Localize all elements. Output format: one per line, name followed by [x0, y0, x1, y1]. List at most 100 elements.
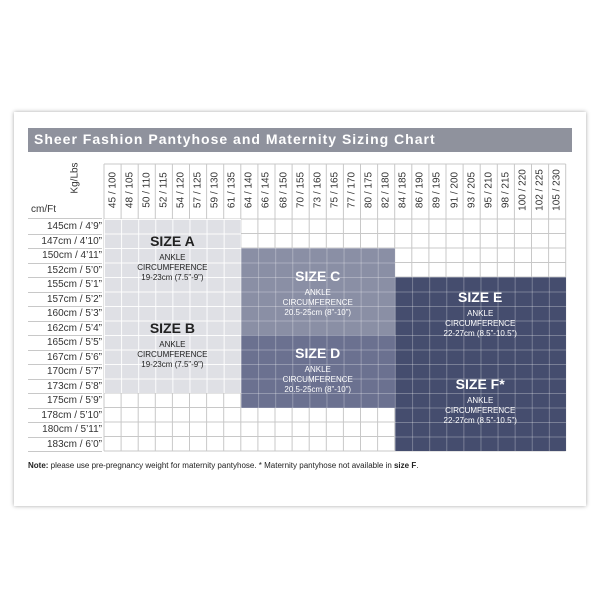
weight-column-header: 91 / 200 — [446, 164, 463, 216]
circumference-label: CIRCUMFERENCE — [282, 375, 353, 384]
weight-column-header: 52 / 115 — [155, 164, 172, 216]
weight-column-label: 48 / 105 — [124, 171, 136, 209]
weight-column-label: 61 / 135 — [226, 171, 238, 209]
row-divider — [28, 248, 102, 249]
circumference-range: 22-27cm (8.5”-10.5”) — [443, 329, 517, 338]
size-title: SIZE D — [295, 345, 341, 361]
ankle-label: ANKLE — [467, 309, 494, 318]
size-a-zone — [104, 219, 241, 306]
height-row-header: 170cm / 5’7” — [46, 366, 102, 377]
footnote-text: please use pre-pregnancy weight for mate… — [48, 461, 394, 470]
footnote-emphasis: size F — [393, 461, 417, 470]
height-row-header: 152cm / 5’0” — [46, 264, 102, 276]
size-f-zone — [394, 364, 566, 451]
size-title: SIZE E — [458, 289, 503, 305]
ankle-label: ANKLE — [304, 365, 331, 374]
height-row-header: 175cm / 5’9” — [46, 395, 102, 406]
weight-column-label: 52 / 115 — [158, 172, 170, 208]
circumference-range: 19-23cm (7.5”-9”) — [141, 273, 204, 282]
title-bar — [28, 128, 572, 152]
weight-column-header: 86 / 190 — [412, 164, 429, 216]
circumference-range: 19-23cm (7.5”-9”) — [141, 360, 204, 369]
circumference-range: 20.5-25cm (8”-10”) — [284, 385, 352, 394]
ankle-label: ANKLE — [159, 253, 186, 262]
footnote-end: . — [416, 461, 419, 470]
weight-column-label: 91 / 200 — [449, 171, 460, 209]
footnote-label: Note: — [28, 461, 49, 470]
weight-column-label: 82 / 180 — [380, 171, 392, 209]
weight-column-header: 45 / 100 — [104, 164, 121, 216]
size-b-zone — [104, 306, 241, 393]
height-row-header: 167cm / 5’6” — [46, 351, 102, 363]
row-divider — [28, 262, 102, 264]
weight-column-label: 84 / 185 — [397, 171, 409, 209]
weight-column-header: 95 / 210 — [480, 164, 497, 216]
height-row-header: 157cm / 5’2” — [46, 293, 102, 305]
height-row-header: 183cm / 6’0” — [46, 438, 102, 450]
weight-column-label: 80 / 175 — [363, 171, 375, 209]
height-row-header: 155cm / 5’1” — [46, 279, 102, 290]
weight-column-header: 75 / 165 — [326, 164, 343, 216]
weight-column-header: 50 / 110 — [138, 164, 155, 216]
size-d-zone — [240, 335, 395, 408]
weight-column-header: 77 / 170 — [343, 164, 360, 216]
row-divider — [28, 306, 102, 307]
circumference-label: CIRCUMFERENCE — [282, 298, 353, 307]
size-a-label: SIZE A ANKLE CIRCUMFERENCE 19-23cm (7.5”-9”… — [104, 233, 241, 283]
row-divider — [28, 451, 102, 452]
row-divider — [28, 393, 102, 394]
weight-column-header: 57 / 125 — [190, 164, 207, 216]
size-title: SIZE C — [295, 268, 341, 284]
size-b-label: SIZE B ANKLE CIRCUMFERENCE 19-23cm (7.5”-9”… — [104, 320, 241, 370]
ankle-label: ANKLE — [159, 340, 186, 349]
weight-column-label: 102 / 225 — [534, 169, 546, 211]
weight-column-label: 68 / 150 — [278, 171, 289, 209]
size-e-zone — [394, 277, 566, 364]
size-c-zone — [240, 248, 395, 335]
size-title: SIZE A — [150, 233, 195, 249]
circumference-label: CIRCUMFERENCE — [137, 350, 208, 359]
size-d-label: SIZE D ANKLE CIRCUMFERENCE 20.5-25cm (8”-10… — [241, 345, 395, 395]
weight-column-label: 95 / 210 — [483, 171, 495, 209]
row-divider — [28, 407, 102, 409]
weight-column-header: 89 / 195 — [429, 164, 446, 216]
weight-column-header: 80 / 175 — [361, 164, 378, 216]
circumference-label: CIRCUMFERENCE — [445, 406, 516, 415]
weight-column-label: 70 / 155 — [295, 171, 307, 209]
weight-column-header: 82 / 180 — [378, 164, 395, 216]
height-row-header: 180cm / 5’11” — [42, 424, 102, 435]
weight-column-label: 50 / 110 — [141, 172, 153, 208]
weight-column-header: 59 / 130 — [207, 164, 224, 216]
row-divider — [28, 218, 102, 219]
height-row-header: 173cm / 5’8” — [46, 380, 102, 392]
weight-column-header: 105 / 230 — [549, 164, 566, 216]
footnote: Note: please use pre-pregnancy weight fo… — [28, 461, 418, 470]
size-e-label: SIZE E ANKLE CIRCUMFERENCE 22-27cm (8.5”-10… — [395, 289, 566, 339]
weight-column-header: 48 / 105 — [121, 164, 138, 216]
circumference-range: 22-27cm (8.5”-10.5”) — [443, 416, 517, 425]
size-c-label: SIZE C ANKLE CIRCUMFERENCE 20.5-25cm (8”-10… — [241, 268, 395, 318]
weight-column-header: 84 / 185 — [395, 164, 412, 216]
row-divider — [28, 233, 102, 235]
ankle-label: ANKLE — [304, 288, 331, 297]
weight-column-header: 98 / 215 — [497, 164, 514, 216]
weight-column-header: 61 / 135 — [224, 164, 241, 216]
row-divider — [28, 378, 102, 380]
weight-column-label: 75 / 165 — [329, 171, 341, 209]
weight-column-label: 57 / 125 — [192, 171, 204, 209]
weight-column-label: 45 / 100 — [107, 171, 118, 209]
height-row-header: 178cm / 5’10” — [41, 409, 102, 421]
weight-column-label: 93 / 205 — [466, 171, 478, 209]
weight-column-label: 73 / 160 — [312, 171, 324, 209]
chart-title: Sheer Fashion Pantyhose and Maternity Si… — [34, 131, 436, 147]
weight-column-header: 68 / 150 — [275, 164, 292, 216]
row-divider — [28, 335, 102, 336]
weight-column-label: 59 / 130 — [209, 171, 221, 209]
row-divider — [28, 422, 102, 423]
height-row-header: 160cm / 5’3” — [46, 308, 102, 319]
size-f-label: SIZE F* ANKLE CIRCUMFERENCE 22-27cm (8.5”-1… — [395, 376, 566, 426]
weight-column-label: 54 / 120 — [175, 171, 187, 209]
row-divider — [28, 291, 102, 293]
weight-column-label: 100 / 220 — [517, 169, 529, 211]
weight-column-header: 70 / 155 — [292, 164, 309, 216]
